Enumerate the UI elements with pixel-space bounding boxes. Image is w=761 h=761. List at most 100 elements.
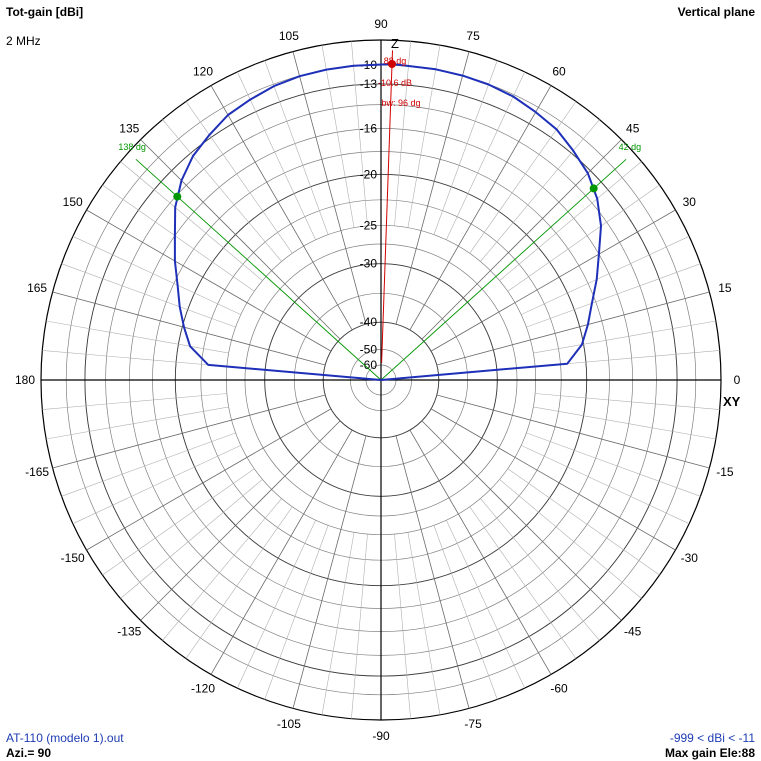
- grid-spoke: [436, 394, 710, 469]
- grid-spoke: [395, 51, 470, 325]
- grid-spoke: [409, 85, 552, 331]
- grid-spoke: [521, 445, 690, 524]
- grid-spoke: [120, 161, 263, 281]
- angle-tick-label: 120: [193, 65, 213, 79]
- angle-tick-label: -90: [372, 729, 390, 743]
- angle-tick-label: -30: [681, 551, 699, 565]
- ring-label: -40: [360, 315, 378, 329]
- angle-tick-label: 150: [63, 195, 83, 209]
- grid-spoke: [430, 209, 676, 352]
- grid-spoke: [61, 263, 236, 328]
- max-gain-line: [381, 50, 393, 364]
- angle-tick-label: -120: [191, 681, 215, 695]
- grid-spoke: [185, 506, 293, 659]
- grid-spoke: [46, 406, 229, 440]
- beamwidth-marker: [589, 184, 598, 193]
- angle-tick-label: -135: [117, 625, 141, 639]
- file-name: AT-110 (modelo 1).out: [6, 731, 124, 745]
- max-gain-value-label: -10.6 dB: [378, 78, 412, 88]
- angle-tick-label: -45: [624, 625, 642, 639]
- angle-tick-label: -165: [25, 465, 49, 479]
- azimuth-label: Azi.= 90: [6, 746, 52, 760]
- ring-label: -20: [360, 167, 378, 181]
- grid-spoke: [446, 71, 525, 240]
- grid-spoke: [446, 520, 525, 689]
- frequency-label: 2 MHz: [6, 34, 41, 48]
- beamwidth-line: [380, 158, 627, 381]
- ring-label: -16: [360, 121, 378, 135]
- plane-label: Vertical plane: [677, 5, 755, 19]
- grid-spoke: [42, 350, 227, 367]
- grid-spoke: [480, 498, 600, 641]
- grid-spoke: [237, 520, 316, 689]
- grid-spoke: [395, 435, 470, 709]
- angle-tick-label: -150: [61, 551, 85, 565]
- angle-tick-label: -75: [464, 717, 482, 731]
- grid-spoke: [52, 394, 326, 469]
- grid-spoke: [507, 184, 660, 292]
- grid-spoke: [292, 435, 367, 709]
- angle-tick-label: 0: [734, 373, 741, 387]
- beamwidth-edge-label: 138 dg: [118, 142, 146, 152]
- angle-tick-label: 135: [119, 121, 139, 135]
- angle-tick-label: -105: [277, 717, 301, 731]
- grid-spoke: [421, 420, 622, 621]
- grid-spoke: [86, 209, 332, 352]
- angle-tick-label: -60: [550, 681, 568, 695]
- grid-spoke: [140, 420, 341, 621]
- beamwidth-marker: [173, 192, 182, 201]
- angle-tick-label: 45: [626, 121, 640, 135]
- grid-spoke: [46, 320, 229, 354]
- grid-spoke: [526, 263, 701, 328]
- grid-spoke: [86, 408, 332, 551]
- ring-label: -25: [360, 218, 378, 232]
- grid-spoke: [507, 468, 660, 576]
- grid-spoke: [264, 60, 329, 235]
- grid-spoke: [321, 45, 355, 228]
- angle-tick-label: 105: [279, 29, 299, 43]
- ring-label: -50: [360, 342, 378, 356]
- angle-tick-label: 30: [683, 195, 697, 209]
- beamwidth-label: bw: 96 dg: [381, 98, 420, 108]
- grid-spoke: [162, 119, 282, 262]
- grid-spoke: [72, 445, 241, 524]
- angle-tick-label: 15: [718, 281, 732, 295]
- pattern-curve: [173, 63, 602, 381]
- grid-spoke: [264, 525, 329, 700]
- grid-spoke: [321, 532, 355, 715]
- angle-tick-label: 90: [374, 17, 388, 31]
- angle-tick-label: 165: [27, 281, 47, 295]
- grid-spoke: [162, 498, 282, 641]
- grid-spoke: [430, 408, 676, 551]
- axis-label-z: Z: [391, 36, 399, 51]
- grid-spoke: [292, 51, 367, 325]
- grid-spoke: [394, 41, 411, 226]
- grid-spoke: [521, 236, 690, 315]
- grid-spoke: [351, 41, 368, 226]
- grid-spoke: [433, 60, 498, 235]
- max-gain-label: Max gain Ele:88: [664, 746, 755, 760]
- grid-spoke: [469, 506, 577, 659]
- angle-tick-label: 75: [466, 29, 480, 43]
- grid-spoke: [535, 393, 720, 410]
- angle-tick-label: 60: [552, 65, 566, 79]
- grid-spoke: [409, 429, 552, 675]
- ring-label: -13: [360, 77, 378, 91]
- grid-spoke: [351, 534, 368, 719]
- ring-label: -30: [360, 257, 378, 271]
- max-gain-marker: [388, 60, 396, 68]
- grid-spoke: [499, 479, 642, 599]
- grid-spoke: [102, 184, 255, 292]
- grid-spoke: [210, 429, 353, 675]
- grid-spoke: [407, 45, 441, 228]
- grid-spoke: [210, 85, 353, 331]
- range-label: -999 < dBi < -11: [669, 731, 755, 745]
- axis-label-xy: XY: [723, 394, 741, 409]
- chart-title: Tot-gain [dBi]: [6, 5, 84, 19]
- angle-tick-label: 180: [15, 373, 35, 387]
- grid-spoke: [407, 532, 441, 715]
- grid-spoke: [533, 320, 716, 354]
- grid-spoke: [102, 468, 255, 576]
- grid-spoke: [480, 119, 600, 262]
